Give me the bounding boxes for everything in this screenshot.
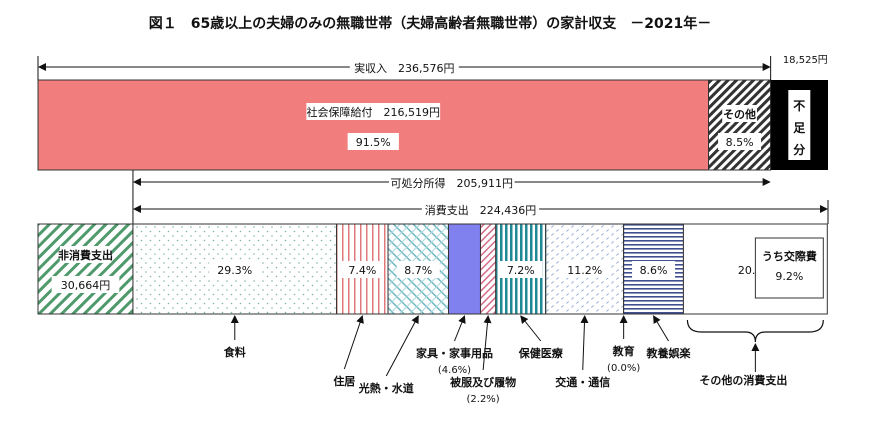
- income-segment-pct-1: 8.5%: [726, 136, 754, 149]
- category-pct-label-2: 8.7%: [404, 264, 432, 277]
- category-pct-label-8-bg: [632, 261, 676, 278]
- income-segment-label-0: 社会保障給付 216,519円: [307, 105, 441, 119]
- category-arrow-3: [454, 315, 466, 342]
- category-arrow-6: [580, 315, 589, 371]
- category-bracket-9: [686, 319, 824, 343]
- income-segment-label-1: その他: [723, 107, 756, 121]
- category-pct-label-0-bg: [209, 261, 261, 278]
- income-segment-pct-1-bg: [718, 133, 762, 150]
- inner-subcategory-label: うち交際費: [762, 249, 817, 263]
- shortfall-label-char: 足: [793, 121, 805, 135]
- income-span-label-bg: [349, 59, 459, 76]
- income-segment-1: [708, 79, 772, 171]
- category-pct-label-5-bg: [499, 261, 543, 278]
- category-arrow-8: [653, 315, 669, 342]
- category-pct-label-1: 7.4%: [348, 264, 376, 277]
- non-consumption-value: 30,664円: [61, 279, 111, 292]
- consumption-span-label-bg: [421, 201, 540, 218]
- category-pct-label-6: 11.2%: [567, 264, 602, 277]
- income-segment-pct-0-bg: [347, 133, 399, 150]
- category-segment-4: [479, 223, 497, 315]
- category-pct-label-8: 8.6%: [640, 264, 668, 277]
- category-arrow-4: [482, 315, 492, 371]
- category-name-8: 教養娯楽: [646, 346, 692, 360]
- income-segment-label-0-bg: [306, 103, 441, 120]
- category-name-2: 光熱・水道: [358, 381, 414, 395]
- category-pct-label-1-bg: [340, 261, 384, 278]
- income-span-label: 実収入 236,576円: [354, 61, 455, 75]
- category-sub-label-4: (2.2%): [467, 394, 500, 405]
- category-name-5: 保健医療: [518, 346, 564, 360]
- category-name-7: 教育: [612, 344, 635, 358]
- category-name-4: 被服及び履物: [450, 375, 516, 389]
- category-name-3: 家具・家事用品: [416, 346, 493, 360]
- category-arrow-2: [385, 315, 419, 377]
- shortfall-label-char: 分: [793, 142, 805, 157]
- category-arrow-1: [343, 315, 364, 370]
- inner-subcategory-box: [754, 237, 824, 299]
- income-segment-label-1-bg: [722, 105, 757, 122]
- non-consumption-label-bg: [59, 246, 112, 263]
- income-segment-pct-0: 91.5%: [356, 136, 391, 149]
- non-consumption-segment: [37, 223, 134, 315]
- category-name-6: 交通・通信: [555, 375, 610, 389]
- category-pct-label-2-bg: [396, 261, 440, 278]
- shortfall-value-label: 18,525円: [783, 55, 828, 66]
- non-consumption-label: 非消費支出: [58, 248, 113, 262]
- category-name-1: 住居: [333, 374, 355, 388]
- income-segment-0: [37, 79, 710, 171]
- category-pct-label-0: 29.3%: [217, 264, 252, 277]
- disposable-span-label: 可処分所得 205,911円: [391, 177, 514, 190]
- inner-subcategory-pct: 9.2%: [775, 270, 803, 283]
- chart-title: 図１ 65歳以上の夫婦のみの無職世帯（夫婦高齢者無職世帯）の家計収支 －2021…: [149, 15, 711, 32]
- non-consumption-value-bg: [51, 276, 120, 293]
- category-arrow-5: [520, 315, 542, 342]
- category-pct-label-6-bg: [559, 261, 611, 278]
- category-name-0: 食料: [224, 345, 246, 359]
- category-name-9: その他の消費支出: [699, 373, 787, 387]
- category-pct-label-5: 7.2%: [507, 264, 535, 277]
- chart-marks: 社会保障給付 216,519円 91.5% その他 8.5% 不足分 18,525円実収入…: [37, 55, 829, 405]
- category-segment-3: [448, 223, 481, 315]
- disposable-span-label-bg: [389, 174, 515, 191]
- consumption-span-label: 消費支出 224,436円: [425, 203, 537, 217]
- shortfall-label-bg: [788, 90, 811, 160]
- category-sub-label-3: (4.6%): [438, 365, 471, 376]
- category-sub-label-7: (0.0%): [607, 363, 640, 374]
- shortfall-label-char: 不: [793, 99, 805, 113]
